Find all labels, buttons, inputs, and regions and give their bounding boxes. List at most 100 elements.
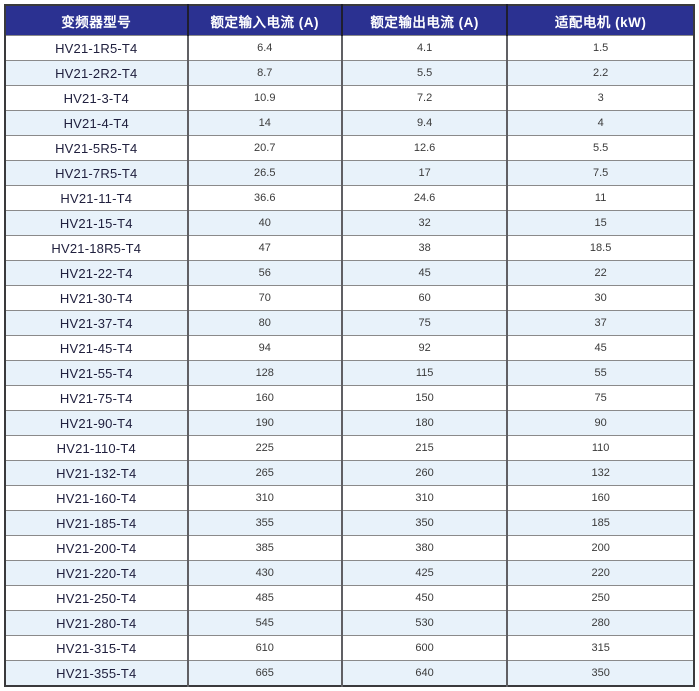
table-row: HV21-3-T4 10.9 7.2 3: [5, 85, 694, 111]
table-row: HV21-250-T4 485 450 250: [5, 585, 694, 611]
cell-model: HV21-22-T4: [5, 260, 188, 286]
cell-output-current: 425: [340, 560, 508, 586]
cell-model: HV21-18R5-T4: [5, 235, 188, 261]
cell-input-current: 355: [186, 510, 342, 536]
cell-model: HV21-110-T4: [5, 435, 188, 461]
cell-motor-power: 75: [506, 385, 694, 411]
column-header-motor-power: 适配电机 (kW): [506, 5, 694, 36]
cell-model: HV21-4-T4: [5, 110, 188, 136]
cell-output-current: 215: [340, 435, 508, 461]
cell-input-current: 70: [186, 285, 342, 311]
table-row: HV21-45-T4 94 92 45: [5, 335, 694, 361]
cell-input-current: 545: [186, 610, 342, 636]
cell-model: HV21-3-T4: [5, 85, 188, 111]
table-row: HV21-90-T4 190 180 90: [5, 410, 694, 436]
cell-model: HV21-37-T4: [5, 310, 188, 336]
cell-output-current: 12.6: [340, 135, 508, 161]
cell-output-current: 4.1: [340, 35, 508, 61]
cell-output-current: 450: [340, 585, 508, 611]
cell-input-current: 160: [186, 385, 342, 411]
cell-motor-power: 160: [506, 485, 694, 511]
cell-input-current: 6.4: [186, 35, 342, 61]
cell-output-current: 380: [340, 535, 508, 561]
cell-motor-power: 30: [506, 285, 694, 311]
cell-output-current: 530: [340, 610, 508, 636]
cell-motor-power: 1.5: [506, 35, 694, 61]
cell-motor-power: 22: [506, 260, 694, 286]
cell-input-current: 80: [186, 310, 342, 336]
column-header-input-current: 额定输入电流 (A): [186, 5, 342, 36]
cell-motor-power: 11: [506, 185, 694, 211]
table-row: HV21-200-T4 385 380 200: [5, 535, 694, 561]
cell-model: HV21-11-T4: [5, 185, 188, 211]
table-body: HV21-1R5-T4 6.4 4.1 1.5 HV21-2R2-T4 8.7 5.5 2.2…: [5, 35, 694, 686]
cell-model: HV21-90-T4: [5, 410, 188, 436]
cell-motor-power: 110: [506, 435, 694, 461]
table-row: HV21-2R2-T4 8.7 5.5 2.2: [5, 60, 694, 86]
cell-input-current: 36.6: [186, 185, 342, 211]
cell-model: HV21-30-T4: [5, 285, 188, 311]
table-row: HV21-55-T4 128 115 55: [5, 360, 694, 386]
cell-model: HV21-250-T4: [5, 585, 188, 611]
cell-motor-power: 185: [506, 510, 694, 536]
cell-output-current: 32: [340, 210, 508, 236]
table-row: HV21-160-T4 310 310 160: [5, 485, 694, 511]
cell-output-current: 7.2: [340, 85, 508, 111]
cell-motor-power: 5.5: [506, 135, 694, 161]
column-header-model: 变频器型号: [5, 5, 188, 36]
table-row: HV21-22-T4 56 45 22: [5, 260, 694, 286]
cell-input-current: 10.9: [186, 85, 342, 111]
cell-output-current: 9.4: [340, 110, 508, 136]
cell-output-current: 640: [340, 660, 508, 686]
cell-output-current: 600: [340, 635, 508, 661]
table-row: HV21-5R5-T4 20.7 12.6 5.5: [5, 135, 694, 161]
cell-output-current: 60: [340, 285, 508, 311]
cell-input-current: 265: [186, 460, 342, 486]
cell-motor-power: 3: [506, 85, 694, 111]
table-row: HV21-132-T4 265 260 132: [5, 460, 694, 486]
cell-input-current: 190: [186, 410, 342, 436]
cell-output-current: 45: [340, 260, 508, 286]
cell-motor-power: 15: [506, 210, 694, 236]
cell-input-current: 665: [186, 660, 342, 686]
cell-motor-power: 2.2: [506, 60, 694, 86]
cell-output-current: 150: [340, 385, 508, 411]
cell-motor-power: 37: [506, 310, 694, 336]
cell-input-current: 430: [186, 560, 342, 586]
cell-model: HV21-160-T4: [5, 485, 188, 511]
table-row: HV21-15-T4 40 32 15: [5, 210, 694, 236]
table-row: HV21-75-T4 160 150 75: [5, 385, 694, 411]
cell-motor-power: 350: [506, 660, 694, 686]
cell-input-current: 128: [186, 360, 342, 386]
header-row: 变频器型号 额定输入电流 (A) 额定输出电流 (A) 适配电机 (kW): [5, 5, 694, 36]
cell-input-current: 610: [186, 635, 342, 661]
column-header-output-current: 额定输出电流 (A): [340, 5, 508, 36]
cell-model: HV21-185-T4: [5, 510, 188, 536]
cell-input-current: 40: [186, 210, 342, 236]
table-row: HV21-4-T4 14 9.4 4: [5, 110, 694, 136]
table-row: HV21-280-T4 545 530 280: [5, 610, 694, 636]
table-row: HV21-7R5-T4 26.5 17 7.5: [5, 160, 694, 186]
cell-model: HV21-7R5-T4: [5, 160, 188, 186]
cell-input-current: 94: [186, 335, 342, 361]
cell-output-current: 115: [340, 360, 508, 386]
table-row: HV21-110-T4 225 215 110: [5, 435, 694, 461]
cell-model: HV21-55-T4: [5, 360, 188, 386]
cell-model: HV21-75-T4: [5, 385, 188, 411]
cell-model: HV21-5R5-T4: [5, 135, 188, 161]
cell-output-current: 24.6: [340, 185, 508, 211]
table-row: HV21-30-T4 70 60 30: [5, 285, 694, 311]
cell-output-current: 5.5: [340, 60, 508, 86]
cell-motor-power: 18.5: [506, 235, 694, 261]
table-row: HV21-11-T4 36.6 24.6 11: [5, 185, 694, 211]
cell-input-current: 26.5: [186, 160, 342, 186]
cell-model: HV21-2R2-T4: [5, 60, 188, 86]
cell-motor-power: 45: [506, 335, 694, 361]
table-row: HV21-18R5-T4 47 38 18.5: [5, 235, 694, 261]
cell-input-current: 56: [186, 260, 342, 286]
table-row: HV21-37-T4 80 75 37: [5, 310, 694, 336]
cell-motor-power: 55: [506, 360, 694, 386]
cell-motor-power: 250: [506, 585, 694, 611]
cell-motor-power: 7.5: [506, 160, 694, 186]
